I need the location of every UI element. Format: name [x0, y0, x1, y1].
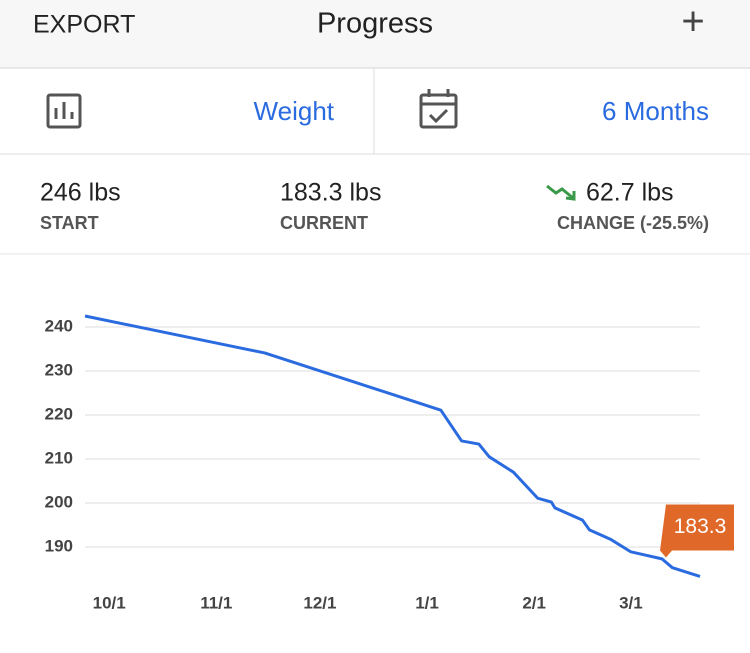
x-tick-label: 1/1	[415, 593, 439, 612]
y-tick-label: 240	[45, 316, 73, 335]
value-label: 183.3	[674, 515, 727, 538]
stat-value: 246 lbs	[40, 179, 121, 207]
page-title: Progress	[317, 8, 433, 40]
x-tick-label: 12/1	[303, 593, 336, 612]
add-button[interactable]: +	[681, 0, 704, 44]
chart-icon	[46, 93, 82, 129]
x-tick-label: 2/1	[522, 593, 546, 612]
y-tick-label: 210	[45, 448, 73, 467]
calendar-icon	[419, 89, 458, 129]
export-button[interactable]: EXPORT	[33, 11, 135, 39]
y-tick-label: 190	[45, 536, 73, 555]
x-tick-label: 11/1	[200, 593, 232, 612]
y-tick-label: 230	[45, 360, 73, 379]
stat-label: CHANGE (-25.5%)	[557, 213, 709, 233]
x-tick-label: 3/1	[619, 593, 643, 612]
metric-selector[interactable]: Weight	[254, 96, 335, 126]
y-tick-label: 220	[45, 404, 73, 423]
range-selector[interactable]: 6 Months	[602, 96, 709, 126]
x-tick-label: 10/1	[93, 593, 126, 612]
top-bar	[0, 0, 750, 68]
stat-label: CURRENT	[280, 213, 368, 233]
stat-value: 62.7 lbs	[586, 179, 674, 207]
data-line	[84, 314, 701, 578]
trend-icon	[546, 184, 576, 201]
value-callout	[660, 504, 734, 558]
stat-label: START	[40, 213, 99, 233]
stat-value: 183.3 lbs	[280, 179, 381, 207]
y-tick-label: 200	[45, 492, 73, 511]
